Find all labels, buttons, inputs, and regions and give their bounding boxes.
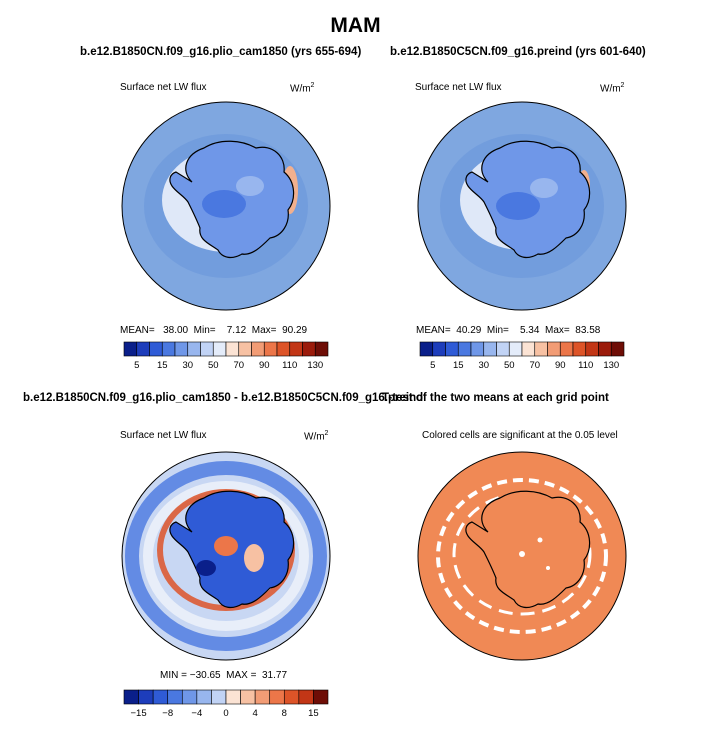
colorbar-box: [470, 341, 485, 357]
panel2-map: [418, 102, 626, 310]
colorbar-box: [181, 689, 198, 705]
colorbar-tick-label: 110: [578, 360, 594, 371]
colorbar-box: [457, 341, 472, 357]
colorbar-box: [138, 689, 154, 705]
colorbar-box: [240, 689, 256, 705]
colorbar-tick-label: 15: [308, 708, 319, 719]
panel2-variable: Surface net LW flux: [415, 82, 502, 93]
colorbar-box: [196, 689, 212, 705]
colorbar-box: [225, 689, 241, 705]
panel1-title: b.e12.B1850CN.f09_g16.plio_cam1850 (yrs …: [80, 46, 362, 58]
colorbar-tick-label: 5: [430, 360, 436, 371]
colorbar-box: [136, 341, 150, 357]
colorbar-box: [123, 689, 139, 705]
colorbar-box: [445, 341, 459, 357]
colorbar-tick-label: −15: [130, 708, 147, 719]
panel2-title: b.e12.B1850C5CN.f09_g16.preind (yrs 601-…: [390, 46, 646, 58]
colorbar-tick-label: 130: [603, 360, 620, 371]
colorbar-tick-label: 8: [281, 708, 287, 719]
colorbar-box: [534, 341, 548, 357]
colorbar-box: [276, 341, 291, 357]
panel3-stats: MIN = −30.65 MAX = 31.77: [160, 670, 288, 681]
colorbar-box: [238, 341, 252, 357]
colorbar-box: [508, 341, 523, 357]
colorbar-box: [521, 341, 536, 357]
panel2-stats: MEAN= 40.29 Min= 5.34 Max= 83.58: [416, 325, 601, 336]
colorbar-tick-label: 90: [554, 360, 566, 371]
colorbar-box: [174, 341, 189, 357]
colorbar-box: [254, 689, 271, 705]
colorbar-tick-label: 110: [282, 360, 298, 371]
panel1-variable: Surface net LW flux: [120, 82, 207, 93]
panel2-units: W/m2: [600, 82, 625, 95]
colorbar-tick-label: 0: [223, 708, 229, 719]
colorbar-box: [432, 341, 446, 357]
colorbar-tick-label: 30: [478, 360, 490, 371]
colorbar-box: [187, 341, 201, 357]
colorbar-tick-label: −8: [162, 708, 174, 719]
colorbar-box: [149, 341, 163, 357]
colorbar-box: [496, 341, 510, 357]
panel1-units: W/m2: [290, 82, 315, 95]
panel3-variable: Surface net LW flux: [120, 430, 207, 441]
colorbar-box: [298, 689, 314, 705]
colorbar-box: [598, 341, 612, 357]
colorbar-box: [419, 341, 434, 357]
colorbar-box: [483, 341, 497, 357]
colorbar-tick-label: 50: [503, 360, 515, 371]
panel1-map: [122, 102, 330, 310]
colorbar-tick-label: 70: [529, 360, 541, 371]
colorbar-box: [123, 341, 138, 357]
colorbar-tick-label: 5: [134, 360, 140, 371]
colorbar-box: [302, 341, 316, 357]
panel1-stats: MEAN= 38.00 Min= 7.12 Max= 90.29: [120, 325, 308, 336]
panel3-units: W/m2: [304, 430, 329, 443]
colorbar-box: [314, 341, 329, 357]
colorbar-tick-label: 130: [307, 360, 324, 371]
colorbar-box: [547, 341, 561, 357]
panel3-map: [122, 452, 330, 660]
colorbar-box: [200, 341, 214, 357]
colorbar-tick-label: 15: [156, 360, 168, 371]
colorbar-box: [610, 341, 625, 357]
colorbar-box: [585, 341, 599, 357]
colorbar-box: [167, 689, 183, 705]
panel4-variable: Colored cells are significant at the 0.0…: [422, 430, 618, 441]
colorbar-tick-label: 30: [182, 360, 194, 371]
colorbar-tick-label: 4: [252, 708, 258, 719]
panel4-map: [418, 452, 626, 660]
panel1-colorbar: [123, 341, 329, 357]
colorbar-box: [572, 341, 587, 357]
colorbar-tick-label: 70: [233, 360, 245, 371]
colorbar-tick-label: 15: [452, 360, 464, 371]
colorbar-box: [225, 341, 240, 357]
colorbar-tick-label: −4: [191, 708, 203, 719]
colorbar-box: [251, 341, 265, 357]
colorbar-tick-label: 90: [258, 360, 270, 371]
colorbar-box: [212, 341, 227, 357]
colorbar-box: [211, 689, 227, 705]
panel4-title: T-test of the two means at each grid poi…: [382, 392, 609, 404]
colorbar-box: [313, 689, 329, 705]
colorbar-tick-label: 50: [207, 360, 219, 371]
colorbar-box: [283, 689, 300, 705]
colorbar-box: [559, 341, 574, 357]
figure-title: MAM: [330, 14, 381, 37]
colorbar-box: [269, 689, 285, 705]
colorbar-box: [161, 341, 176, 357]
colorbar-box: [263, 341, 278, 357]
panel2-colorbar: [419, 341, 625, 357]
panel3-title: b.e12.B1850CN.f09_g16.plio_cam1850 - b.e…: [23, 392, 424, 404]
panel3-colorbar: [123, 689, 329, 705]
colorbar-box: [152, 689, 169, 705]
colorbar-box: [289, 341, 303, 357]
